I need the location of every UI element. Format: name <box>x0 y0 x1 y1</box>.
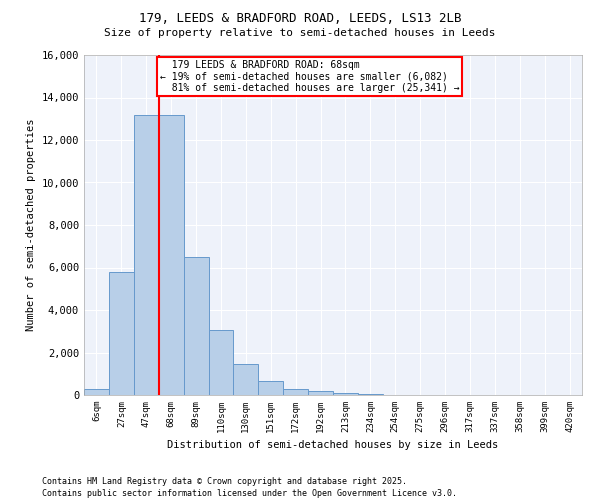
Bar <box>283 388 308 395</box>
Bar <box>209 330 233 395</box>
Bar <box>259 381 283 395</box>
Bar <box>134 114 159 395</box>
Bar <box>308 391 333 395</box>
Bar <box>84 388 109 395</box>
Bar <box>109 272 134 395</box>
Bar <box>159 114 184 395</box>
Text: Size of property relative to semi-detached houses in Leeds: Size of property relative to semi-detach… <box>104 28 496 38</box>
Text: 179 LEEDS & BRADFORD ROAD: 68sqm
← 19% of semi-detached houses are smaller (6,08: 179 LEEDS & BRADFORD ROAD: 68sqm ← 19% o… <box>160 60 460 94</box>
Bar <box>358 394 383 395</box>
X-axis label: Distribution of semi-detached houses by size in Leeds: Distribution of semi-detached houses by … <box>167 440 499 450</box>
Bar <box>184 257 209 395</box>
Text: Contains HM Land Registry data © Crown copyright and database right 2025.: Contains HM Land Registry data © Crown c… <box>42 478 407 486</box>
Text: 179, LEEDS & BRADFORD ROAD, LEEDS, LS13 2LB: 179, LEEDS & BRADFORD ROAD, LEEDS, LS13 … <box>139 12 461 26</box>
Y-axis label: Number of semi-detached properties: Number of semi-detached properties <box>26 118 36 331</box>
Text: Contains public sector information licensed under the Open Government Licence v3: Contains public sector information licen… <box>42 489 457 498</box>
Bar <box>333 393 358 395</box>
Bar <box>233 364 259 395</box>
